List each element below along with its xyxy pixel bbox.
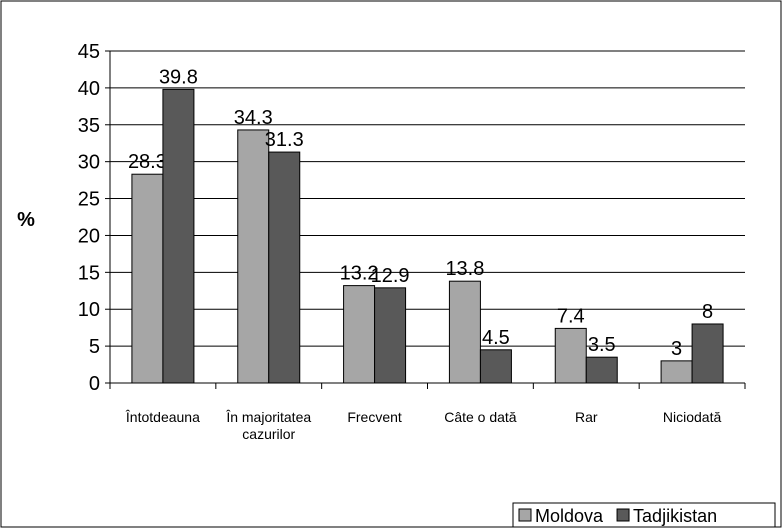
data-label: 31.3 [265,129,304,151]
bar [479,349,512,384]
bar [131,173,164,384]
bar [554,327,587,384]
y-tick-label: 45 [78,41,100,63]
y-tick-label: 35 [78,115,100,137]
legend-swatch [518,508,532,522]
data-label: 34.3 [234,107,273,129]
x-tick-label: Rar [574,409,598,425]
y-tick-label: 20 [78,225,100,247]
data-label: 12.9 [371,265,410,287]
legend-label: Moldova [535,506,604,526]
data-label: 8 [702,301,713,323]
data-label: 7.4 [557,305,585,327]
y-tick-label: 10 [78,299,100,321]
data-label: 3.5 [588,334,616,356]
y-tick-label: 15 [78,262,100,284]
legend-label: Tadjikistan [633,506,717,526]
data-label: 13.2 [340,263,379,285]
y-axis-label: % [17,209,35,231]
bar [162,88,195,384]
bar [237,129,270,384]
x-tick-label: Niciodată [662,409,722,425]
bar [660,360,693,384]
bar [585,356,618,384]
bar [448,280,481,384]
x-tick-label: Frecvent [347,409,402,425]
y-tick-label: 5 [89,336,100,358]
y-tick-label: 25 [78,189,100,211]
data-label: 39.8 [159,66,198,88]
data-label: 28.3 [128,151,167,173]
bar [691,323,724,384]
y-tick-label: 30 [78,152,100,174]
legend-box [512,502,776,528]
y-tick-label: 0 [89,373,100,395]
data-label: 3 [671,338,682,360]
x-tick-label: Întotdeauna [125,409,200,425]
data-label: 4.5 [482,327,510,349]
bar [343,285,376,384]
data-label: 13.8 [445,258,484,280]
bar [374,287,407,384]
y-tick-label: 40 [78,78,100,100]
bar [268,151,301,384]
x-tick-label: Câte o dată [444,409,517,425]
legend-swatch [616,508,630,522]
x-tick-label: În majoritatea cazurilor [226,409,312,442]
